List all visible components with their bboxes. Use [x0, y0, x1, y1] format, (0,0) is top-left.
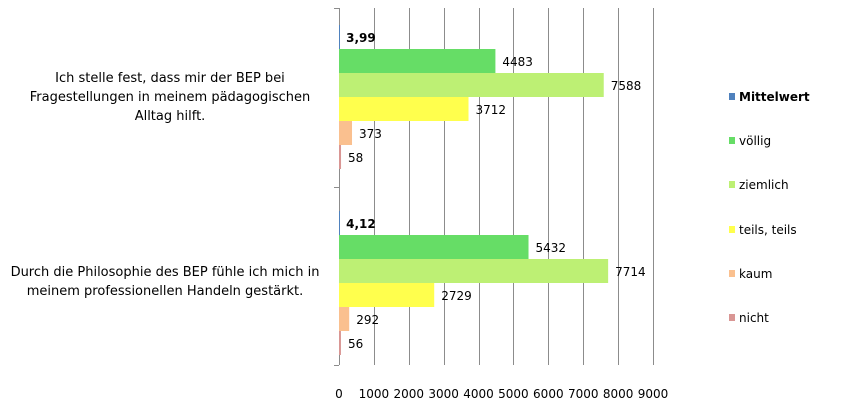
- bar: [339, 97, 469, 121]
- legend-swatch: [729, 93, 735, 100]
- data-label: 7714: [615, 265, 646, 279]
- x-tick-label: 0: [335, 387, 343, 401]
- data-label: 4,12: [346, 217, 376, 231]
- data-label: 373: [359, 127, 382, 141]
- x-tick-label: 5000: [498, 387, 529, 401]
- x-tick-label: 3000: [428, 387, 459, 401]
- bar: [339, 235, 529, 259]
- data-label: 2729: [441, 289, 472, 303]
- legend-label: kaum: [739, 267, 773, 281]
- legend-swatch: [729, 137, 735, 144]
- legend-label: teils, teils: [739, 223, 797, 237]
- legend-label: nicht: [739, 311, 769, 325]
- bar: [339, 307, 350, 331]
- legend-label: Mittelwert: [739, 90, 810, 104]
- data-label: 5432: [536, 241, 567, 255]
- legend-swatch: [729, 226, 735, 233]
- x-tick-label: 9000: [638, 387, 669, 401]
- bar: [339, 211, 340, 235]
- bar: [339, 121, 353, 145]
- legend-swatch: [729, 181, 735, 188]
- bar: [339, 259, 609, 283]
- data-label: 56: [348, 337, 363, 351]
- data-label: 3712: [476, 103, 507, 117]
- x-tick-label: 7000: [568, 387, 599, 401]
- data-label: 7588: [611, 79, 642, 93]
- legend-label: ziemlich: [739, 178, 789, 192]
- data-label: 58: [348, 151, 363, 165]
- data-label: 4483: [502, 55, 533, 69]
- bar: [339, 331, 341, 355]
- x-tick-label: 2000: [394, 387, 425, 401]
- legend-swatch: [729, 270, 735, 277]
- legend-swatch: [729, 314, 735, 321]
- category-label-2: Durch die Philosophie des BEP fühle ich …: [10, 265, 320, 299]
- bar: [339, 73, 604, 97]
- x-tick-label: 8000: [603, 387, 634, 401]
- bar: [339, 49, 496, 73]
- x-tick-label: 6000: [533, 387, 564, 401]
- data-label: 292: [356, 313, 379, 327]
- bar: [339, 283, 435, 307]
- x-tick-label: 1000: [359, 387, 390, 401]
- category-label-1: Ich stelle fest, dass mir der BEP bei Fr…: [29, 71, 311, 124]
- bar: [339, 145, 342, 169]
- x-tick-label: 4000: [463, 387, 494, 401]
- legend-label: völlig: [739, 134, 772, 148]
- bar: [339, 25, 340, 49]
- data-label: 3,99: [346, 31, 376, 45]
